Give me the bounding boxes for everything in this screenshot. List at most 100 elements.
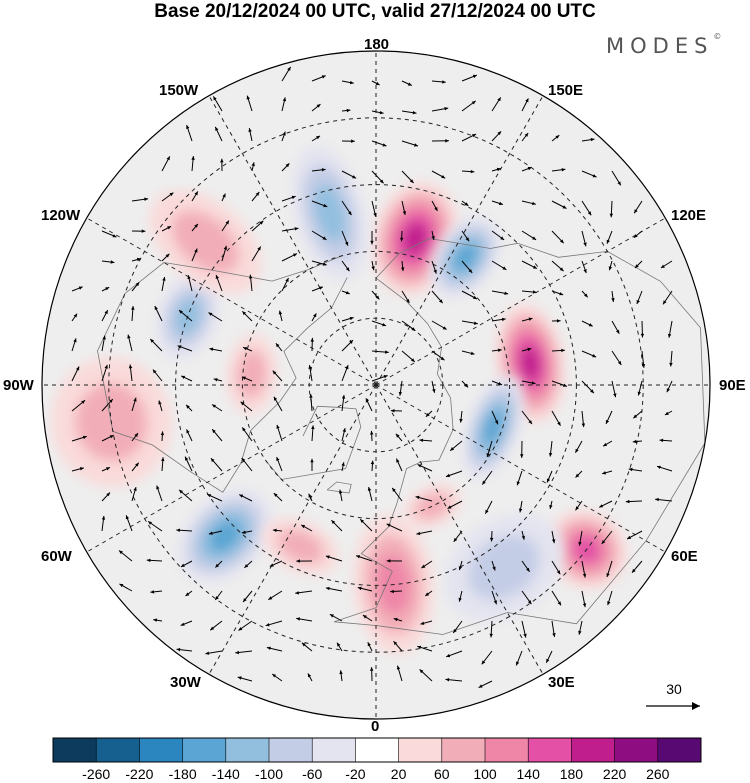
wind-arrow <box>598 500 613 508</box>
wind-arrow-head <box>222 193 226 198</box>
wind-arrow-head <box>325 555 330 559</box>
wind-arrow-head <box>393 617 398 622</box>
wind-arrow <box>521 560 531 573</box>
wind-arrow <box>71 338 77 352</box>
wind-arrow <box>521 380 536 385</box>
wind-arrow <box>489 620 493 638</box>
wind-arrow-head <box>133 487 137 491</box>
wind-arrow <box>131 486 137 502</box>
wind-arrow <box>205 650 223 655</box>
wind-arrow-head <box>179 310 183 314</box>
wind-arrow <box>131 197 149 202</box>
wind-arrow-head <box>318 286 323 290</box>
wind-arrow-head <box>556 570 561 575</box>
wind-arrow-head <box>154 306 158 310</box>
wind-arrow <box>371 110 384 115</box>
wind-arrow-head <box>557 421 561 426</box>
wind-arrow-head <box>238 627 243 631</box>
lon-label-30w: 30W <box>170 674 201 691</box>
wind-arrow <box>549 500 553 510</box>
wind-arrow-head <box>634 209 638 214</box>
meridian-line <box>375 384 670 555</box>
wind-arrow-head <box>141 229 146 233</box>
colorbar-frame <box>52 737 702 763</box>
wind-arrow <box>491 260 507 271</box>
wind-arrow <box>365 398 373 412</box>
wind-arrow <box>369 667 374 682</box>
wind-arrow <box>158 400 163 412</box>
wind-arrow-head <box>523 633 527 638</box>
wind-arrow <box>669 350 673 367</box>
wind-arrow-head <box>390 409 395 413</box>
colorbar-label: -180 <box>169 766 197 782</box>
wind-arrow <box>208 530 223 535</box>
wind-arrow-head <box>321 75 326 79</box>
wind-arrow <box>551 620 556 637</box>
wind-arrow <box>101 492 111 502</box>
wind-arrow-head <box>176 647 181 652</box>
wind-arrow <box>215 274 223 292</box>
wind-arrow <box>359 518 373 532</box>
wind-arrow-head <box>186 429 190 434</box>
wind-arrow <box>71 286 83 292</box>
wind-arrow <box>491 230 505 241</box>
wind-arrow <box>659 438 673 443</box>
wind-arrow <box>581 320 593 327</box>
wind-arrow-head <box>301 642 306 647</box>
wind-arrow <box>486 440 493 458</box>
wind-arrow-head <box>601 540 606 544</box>
wind-arrow <box>242 346 253 352</box>
logo-text: MODES <box>606 34 714 58</box>
wind-arrow-head <box>342 428 346 432</box>
wind-arrow-head <box>273 396 278 401</box>
wind-arrow-head <box>104 364 108 369</box>
wind-arrow-head <box>635 264 639 268</box>
wind-arrow <box>311 168 326 172</box>
wind-arrow <box>491 290 509 295</box>
wind-arrow-head <box>243 347 248 351</box>
anomaly-contour-fill <box>482 410 504 446</box>
wind-arrow <box>551 260 564 272</box>
wind-arrow <box>491 590 497 605</box>
wind-arrow-head <box>496 167 501 172</box>
wind-arrow <box>461 230 470 242</box>
colorbar-swatch <box>441 738 486 762</box>
wind-arrow <box>461 169 475 174</box>
wind-arrow-head <box>313 313 317 318</box>
wind-arrow <box>125 515 133 532</box>
wind-arrow-head <box>237 676 242 680</box>
wind-arrow-head <box>489 537 494 542</box>
wind-arrow-head <box>587 211 592 216</box>
map-title: Base 20/12/2024 00 UTC, valid 27/12/2024… <box>154 1 596 22</box>
wind-arrow <box>341 170 357 179</box>
wind-arrow-head <box>559 292 564 296</box>
wind-arrow <box>521 590 532 605</box>
wind-arrow <box>601 530 613 545</box>
wind-arrow <box>417 464 433 472</box>
wind-arrow <box>481 470 493 485</box>
wind-arrow-head <box>592 174 597 178</box>
wind-arrow <box>212 96 223 112</box>
wind-arrow-head <box>599 504 604 508</box>
wind-arrow <box>605 410 613 425</box>
wind-arrow <box>551 560 561 575</box>
wind-arrow <box>251 220 264 232</box>
wind-arrow <box>238 620 253 631</box>
wind-arrow <box>461 100 476 112</box>
wind-arrow-head <box>546 658 550 663</box>
wind-arrow <box>149 338 163 352</box>
wind-arrow-head <box>341 462 345 466</box>
wind-arrow-head <box>276 424 280 429</box>
meridian-line <box>82 215 377 386</box>
wind-arrow <box>458 590 463 602</box>
wind-arrow-head <box>109 435 114 439</box>
anomaly-contour-fill <box>453 243 478 271</box>
wind-arrow <box>491 167 501 172</box>
wind-arrow-head <box>379 110 384 115</box>
wind-arrow-head <box>285 278 289 282</box>
wind-arrow <box>329 613 343 622</box>
logo-mark: © <box>713 32 722 41</box>
wind-arrow <box>281 277 289 292</box>
wind-arrow <box>370 430 374 442</box>
